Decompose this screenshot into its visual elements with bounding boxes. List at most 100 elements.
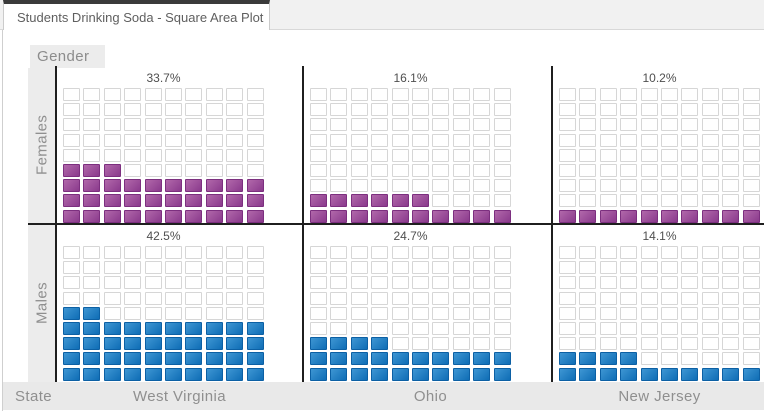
waffle-square-filled[interactable]: [432, 209, 450, 223]
waffle-square-filled[interactable]: [620, 209, 638, 223]
waffle-square-filled[interactable]: [640, 367, 658, 381]
waffle-square-filled[interactable]: [205, 367, 223, 381]
waffle-square-filled[interactable]: [83, 306, 101, 320]
waffle-square-filled[interactable]: [83, 209, 101, 223]
waffle-square-filled[interactable]: [63, 352, 80, 366]
waffle-square-filled[interactable]: [185, 321, 203, 335]
waffle-square-filled[interactable]: [330, 367, 348, 381]
waffle-square-filled[interactable]: [473, 209, 491, 223]
report-tab[interactable]: Students Drinking Soda - Square Area Plo…: [3, 0, 270, 31]
waffle-square-filled[interactable]: [205, 352, 223, 366]
waffle-square-filled[interactable]: [330, 352, 348, 366]
waffle-square-filled[interactable]: [103, 321, 121, 335]
waffle-square-filled[interactable]: [144, 194, 162, 208]
waffle-square-filled[interactable]: [246, 179, 264, 193]
waffle-square-filled[interactable]: [124, 352, 142, 366]
waffle-square-filled[interactable]: [579, 209, 597, 223]
waffle-square-filled[interactable]: [722, 209, 740, 223]
waffle-square-filled[interactable]: [83, 179, 101, 193]
waffle-square-filled[interactable]: [579, 352, 597, 366]
waffle-square-filled[interactable]: [124, 209, 142, 223]
waffle-square-filled[interactable]: [63, 209, 80, 223]
waffle-square-filled[interactable]: [185, 367, 203, 381]
waffle-square-filled[interactable]: [205, 321, 223, 335]
waffle-square-filled[interactable]: [103, 367, 121, 381]
waffle-square-filled[interactable]: [185, 194, 203, 208]
waffle-square-filled[interactable]: [473, 352, 491, 366]
waffle-square-filled[interactable]: [83, 194, 101, 208]
waffle-square-filled[interactable]: [620, 352, 638, 366]
waffle-square-filled[interactable]: [330, 194, 348, 208]
waffle-square-filled[interactable]: [452, 209, 470, 223]
waffle-square-filled[interactable]: [63, 306, 80, 320]
waffle-square-filled[interactable]: [144, 321, 162, 335]
waffle-square-filled[interactable]: [246, 321, 264, 335]
waffle-square-filled[interactable]: [310, 209, 327, 223]
waffle-square-filled[interactable]: [103, 194, 121, 208]
waffle-square-filled[interactable]: [63, 337, 80, 351]
waffle-square-filled[interactable]: [411, 367, 429, 381]
waffle-square-filled[interactable]: [599, 367, 617, 381]
waffle-square-filled[interactable]: [226, 352, 244, 366]
waffle-square-filled[interactable]: [226, 194, 244, 208]
waffle-square-filled[interactable]: [185, 352, 203, 366]
waffle-square-filled[interactable]: [330, 209, 348, 223]
waffle-square-filled[interactable]: [83, 337, 101, 351]
waffle-square-filled[interactable]: [559, 209, 576, 223]
waffle-square-filled[interactable]: [559, 352, 576, 366]
waffle-square-filled[interactable]: [452, 367, 470, 381]
waffle-square-filled[interactable]: [660, 209, 678, 223]
waffle-square-filled[interactable]: [432, 367, 450, 381]
waffle-square-filled[interactable]: [144, 337, 162, 351]
waffle-square-filled[interactable]: [63, 321, 80, 335]
waffle-square-filled[interactable]: [350, 367, 368, 381]
waffle-square-filled[interactable]: [164, 194, 182, 208]
waffle-square-filled[interactable]: [124, 179, 142, 193]
waffle-square-filled[interactable]: [103, 352, 121, 366]
waffle-square-filled[interactable]: [722, 367, 740, 381]
waffle-square-filled[interactable]: [103, 179, 121, 193]
waffle-square-filled[interactable]: [432, 352, 450, 366]
waffle-square-filled[interactable]: [599, 209, 617, 223]
waffle-square-filled[interactable]: [103, 209, 121, 223]
waffle-square-filled[interactable]: [452, 352, 470, 366]
waffle-square-filled[interactable]: [742, 209, 760, 223]
waffle-square-filled[interactable]: [371, 352, 389, 366]
waffle-square-filled[interactable]: [205, 209, 223, 223]
waffle-square-filled[interactable]: [411, 194, 429, 208]
waffle-square-filled[interactable]: [371, 209, 389, 223]
waffle-square-filled[interactable]: [185, 209, 203, 223]
waffle-square-filled[interactable]: [246, 194, 264, 208]
waffle-square-filled[interactable]: [226, 367, 244, 381]
waffle-square-filled[interactable]: [205, 337, 223, 351]
waffle-square-filled[interactable]: [124, 337, 142, 351]
waffle-square-filled[interactable]: [310, 352, 327, 366]
waffle-square-filled[interactable]: [391, 209, 409, 223]
waffle-square-filled[interactable]: [63, 163, 80, 177]
waffle-square-filled[interactable]: [493, 367, 511, 381]
waffle-square-filled[interactable]: [350, 337, 368, 351]
waffle-square-filled[interactable]: [391, 352, 409, 366]
waffle-square-filled[interactable]: [411, 352, 429, 366]
waffle-square-filled[interactable]: [246, 352, 264, 366]
waffle-square-filled[interactable]: [493, 209, 511, 223]
waffle-square-filled[interactable]: [83, 163, 101, 177]
waffle-square-filled[interactable]: [599, 352, 617, 366]
waffle-square-filled[interactable]: [701, 367, 719, 381]
waffle-square-filled[interactable]: [103, 337, 121, 351]
waffle-square-filled[interactable]: [391, 194, 409, 208]
waffle-square-filled[interactable]: [83, 352, 101, 366]
waffle-square-filled[interactable]: [620, 367, 638, 381]
waffle-square-filled[interactable]: [185, 179, 203, 193]
waffle-square-filled[interactable]: [205, 179, 223, 193]
waffle-square-filled[interactable]: [83, 321, 101, 335]
waffle-square-filled[interactable]: [124, 321, 142, 335]
waffle-square-filled[interactable]: [164, 367, 182, 381]
waffle-square-filled[interactable]: [246, 337, 264, 351]
waffle-square-filled[interactable]: [330, 337, 348, 351]
waffle-square-filled[interactable]: [310, 337, 327, 351]
waffle-square-filled[interactable]: [226, 179, 244, 193]
waffle-square-filled[interactable]: [411, 209, 429, 223]
waffle-square-filled[interactable]: [350, 194, 368, 208]
waffle-square-filled[interactable]: [164, 352, 182, 366]
